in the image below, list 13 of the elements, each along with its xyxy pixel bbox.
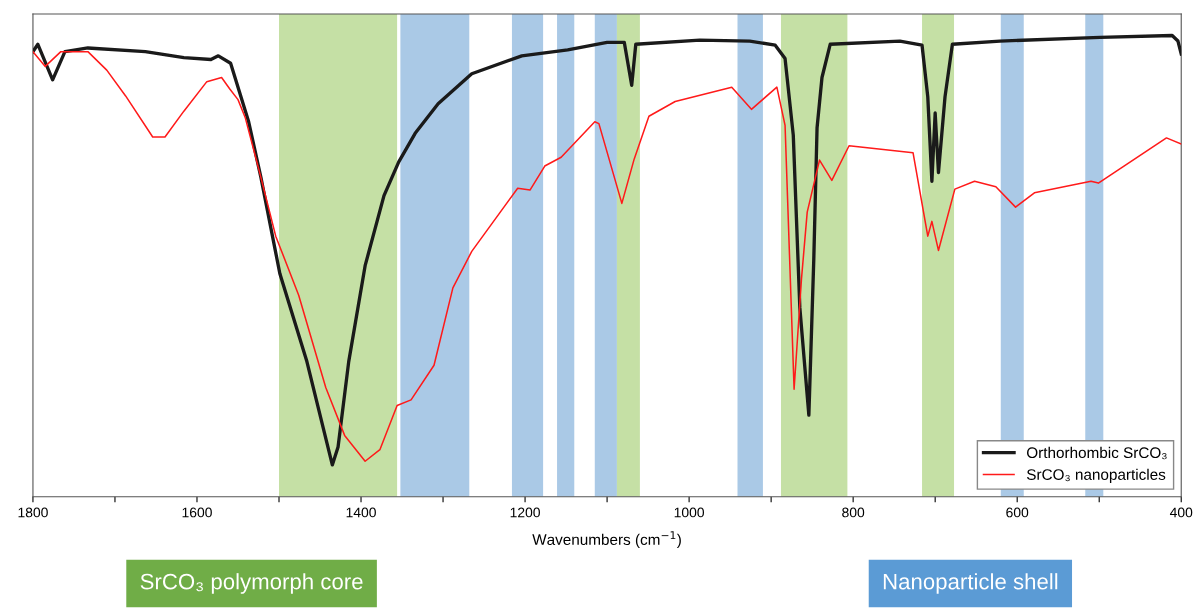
x-tick-label: 1600 [182, 507, 212, 518]
x-tick-label: 600 [1006, 507, 1029, 518]
x-tick-label: 1800 [18, 507, 48, 518]
x-tick-label: 800 [842, 507, 865, 518]
x-tick-label: 1200 [510, 507, 540, 518]
x-tick-label: 400 [1169, 507, 1193, 518]
text: SrCO₃ polymorph core [140, 573, 363, 594]
x-tick-label: 1000 [674, 507, 705, 518]
legend-label: Orthorhombic SrCO₃ [1027, 446, 1167, 460]
x-tick-label: 1400 [346, 507, 376, 518]
text: Nanoparticle shell [883, 573, 1058, 594]
x-axis-title: Wavenumbers (cm$^{−1}$) [532, 531, 681, 549]
legend-label: SrCO₃ nanoparticles [1026, 468, 1166, 483]
